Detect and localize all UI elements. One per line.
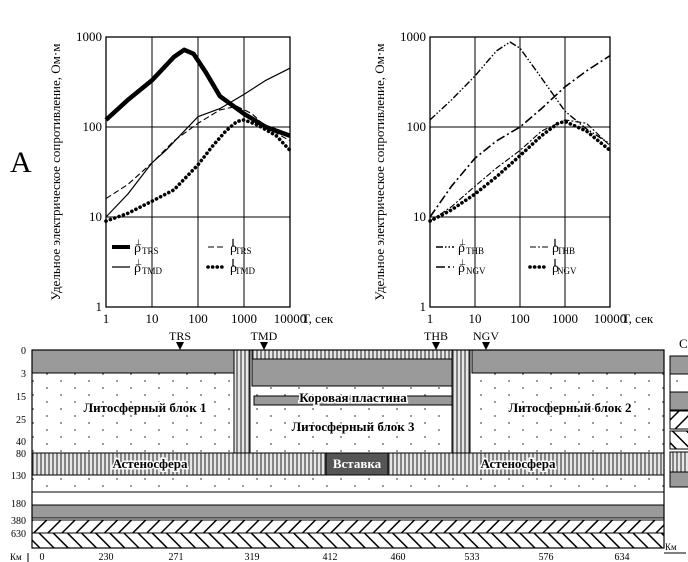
- x-tick-label: 10000: [594, 311, 627, 326]
- x-tick-label: 10000: [274, 311, 307, 326]
- legend-entry: ρ⊥TRS: [134, 238, 158, 256]
- station-label: NGV: [473, 329, 499, 343]
- series-line-4: [428, 119, 612, 223]
- crust-right: [471, 349, 665, 374]
- distance-label: 319: [245, 552, 260, 562]
- station-marker: [176, 342, 184, 350]
- distance-label: 576: [539, 552, 554, 562]
- x-tick-label: 1: [427, 311, 434, 326]
- depth-label: 380: [11, 516, 26, 527]
- lower-layer-dots: [32, 477, 664, 492]
- section-frame: [31, 349, 665, 549]
- depth-unit: Км: [10, 552, 22, 562]
- y-tick-label: 1: [420, 299, 427, 314]
- depth-label: 80: [16, 449, 26, 460]
- crust-top-stripe: [251, 349, 453, 360]
- depth-label: 3: [21, 369, 26, 380]
- legend-entry: ρ∥TMD: [230, 258, 256, 276]
- y-tick-label: 100: [83, 119, 103, 134]
- depth-label: 130: [11, 471, 26, 482]
- x-tick-label: 100: [188, 311, 208, 326]
- legend-header: С: [679, 336, 688, 351]
- legend-swatch-2: [669, 373, 688, 393]
- x-tick-label: 1: [103, 311, 110, 326]
- label-block3: Литосферный блок 3: [291, 419, 415, 434]
- x-tick-label: 1000: [552, 311, 578, 326]
- chart-2: 1 10 100 1000 10000 1 10 100 1000 Т, сек Удельное …: [372, 29, 654, 326]
- distance-label: 533: [465, 552, 480, 562]
- gray-layer: [31, 504, 665, 519]
- y-axis-label: Удельное электрическое сопротивление, Ом…: [372, 44, 387, 301]
- panel-label: А: [10, 146, 32, 179]
- y-tick-label: 1: [96, 299, 103, 314]
- legend-swatch-3: [669, 391, 688, 411]
- station-label: THB: [424, 329, 448, 343]
- label-insert: Вставка: [333, 456, 382, 471]
- y-tick-label: 1000: [76, 29, 102, 44]
- distance-unit: Км: [665, 542, 677, 552]
- legend-swatch-6: [669, 451, 688, 473]
- station-marker: [482, 342, 490, 350]
- y-axis-label: Удельное электрическое сопротивление, Ом…: [48, 44, 63, 301]
- series-line-1: [429, 41, 611, 145]
- x-axis-label: Т, сек: [302, 311, 334, 326]
- label-astheno_right: Астеносфера: [480, 456, 556, 471]
- distance-label: 271: [169, 552, 184, 562]
- y-tick-label: 100: [407, 119, 427, 134]
- label-astheno_left: Астеносфера: [112, 456, 188, 471]
- station-label: TRS: [169, 329, 191, 343]
- legend-swatch-7: [669, 471, 688, 488]
- conduit-2: [451, 349, 471, 454]
- x-axis-label: Т, сек: [622, 311, 654, 326]
- legend-swatch-4: [669, 410, 688, 430]
- legend-entry: ρ⊥THB: [458, 238, 484, 256]
- legend-entry: ρ∥THB: [552, 238, 575, 256]
- series-line-2: [429, 119, 611, 222]
- legend-swatch-1: [669, 355, 688, 375]
- distance-label: 230: [99, 552, 114, 562]
- hatched-layer-2: [31, 532, 665, 549]
- depth-label: 0: [21, 346, 26, 357]
- legend-entry: ρ∥TRS: [230, 238, 252, 256]
- legend-swatch-5: [669, 430, 688, 450]
- station-marker: [260, 342, 268, 350]
- crust-plate: [253, 395, 453, 406]
- distance-label: 460: [391, 552, 406, 562]
- depth-label: 15: [16, 392, 26, 403]
- chart-1: 1 10 100 1000 10000 1 10 100 1000 Т, сек Удельное …: [48, 29, 334, 326]
- depth-label: 25: [16, 415, 26, 426]
- legend-entry: ρ∥NGV: [552, 258, 577, 276]
- depth-label: 630: [11, 529, 26, 540]
- x-tick-label: 10: [146, 311, 159, 326]
- depth-label: 180: [11, 499, 26, 510]
- legend-entry: ρ⊥NGV: [458, 258, 486, 276]
- legend-entry: ρ⊥TMD: [134, 258, 162, 276]
- series-line-3: [105, 67, 291, 218]
- series-line-3: [429, 55, 611, 218]
- distance-label: 0: [40, 552, 45, 562]
- x-tick-label: 100: [510, 311, 530, 326]
- distance-label: 634: [615, 552, 630, 562]
- label-crust_plate: Коровая пластина: [299, 390, 407, 405]
- label-block1: Литосферный блок 1: [83, 400, 206, 415]
- station-label: TMD: [251, 329, 278, 343]
- label-block2: Литосферный блок 2: [508, 400, 631, 415]
- station-marker: [432, 342, 440, 350]
- legend-column: С: [669, 336, 688, 488]
- crust-center: [251, 358, 453, 387]
- series-line-1: [104, 47, 291, 138]
- conduit-1: [233, 349, 251, 454]
- depth-label: 40: [16, 437, 26, 448]
- x-tick-label: 1000: [231, 311, 257, 326]
- series-line-4: [104, 118, 292, 223]
- y-tick-label: 10: [89, 209, 102, 224]
- distance-label: 412: [323, 552, 338, 562]
- hatched-layer-1: [31, 519, 665, 534]
- crust-left: [31, 349, 235, 374]
- y-tick-label: 1000: [400, 29, 426, 44]
- x-tick-label: 10: [469, 311, 482, 326]
- y-tick-label: 10: [413, 209, 426, 224]
